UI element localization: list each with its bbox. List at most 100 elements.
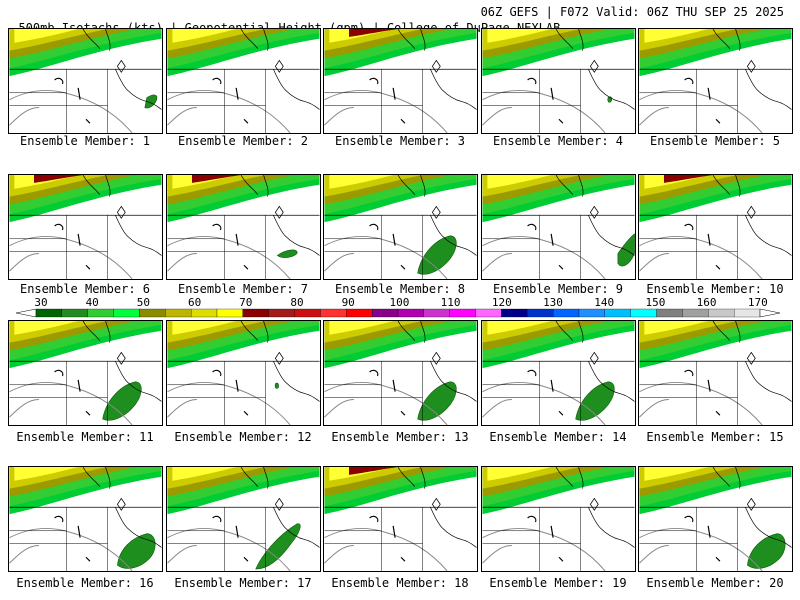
state-boundaries <box>324 215 423 279</box>
colorbar-segment <box>346 308 373 318</box>
northern-coast <box>240 321 269 343</box>
ensemble-member-label: Ensemble Member: 19 <box>489 576 627 590</box>
state-boundaries <box>324 361 423 425</box>
ensemble-member-label: Ensemble Member: 18 <box>331 576 469 590</box>
ensemble-member-map <box>481 174 636 280</box>
jet-core <box>191 175 242 183</box>
lake <box>715 556 721 562</box>
colorbar-segment <box>449 308 476 318</box>
colorbar-segment <box>733 308 761 318</box>
island <box>116 205 126 219</box>
colorbar: 30 40 50 60 70 80 90 100 110 120 130 140 150 160 170 <box>15 298 781 318</box>
height-contour <box>9 235 133 279</box>
height-contour <box>9 107 39 126</box>
colorbar-segment <box>527 308 554 318</box>
lake <box>550 233 554 246</box>
colorbar-segment <box>190 308 218 318</box>
jet-band-80kt <box>329 321 394 335</box>
northern-coast <box>555 321 584 343</box>
island <box>431 205 441 219</box>
jet-band-80kt <box>487 175 552 189</box>
northern-coast <box>712 467 741 489</box>
height-contour <box>9 399 39 418</box>
state-boundaries <box>482 361 581 425</box>
height-contour <box>324 527 448 571</box>
map-svg <box>167 29 320 133</box>
state-boundaries <box>9 215 108 279</box>
lake <box>558 118 564 124</box>
height-contour <box>639 381 763 425</box>
lake <box>243 118 249 124</box>
map-svg <box>9 321 162 425</box>
map-svg <box>639 29 792 133</box>
lake <box>369 515 379 523</box>
lake <box>715 264 721 270</box>
jet-band-80kt <box>644 321 709 335</box>
ensemble-member-map <box>166 466 321 572</box>
lake <box>392 87 396 100</box>
height-contour <box>324 545 354 564</box>
lake <box>400 556 406 562</box>
map-svg <box>482 467 635 571</box>
island <box>431 351 441 365</box>
jet-band-80kt <box>172 321 237 335</box>
coastline <box>273 69 320 110</box>
wind-speed-blob <box>417 381 457 421</box>
lake <box>369 369 379 377</box>
jet-band-80kt <box>172 29 237 43</box>
northern-coast <box>712 29 741 51</box>
colorbar-tick-label: 40 <box>86 298 99 309</box>
northern-coast <box>82 321 111 343</box>
northern-coast <box>240 175 269 197</box>
colorbar-segment <box>113 308 140 318</box>
ensemble-member-label: Ensemble Member: 14 <box>489 430 627 444</box>
lake <box>684 223 694 231</box>
map-svg <box>482 175 635 279</box>
ensemble-member-map <box>481 28 636 134</box>
island <box>431 59 441 73</box>
state-boundaries <box>324 507 423 571</box>
ensemble-member-label: Ensemble Member: 15 <box>646 430 784 444</box>
lake <box>212 223 222 231</box>
island <box>746 497 756 511</box>
jet-band-80kt <box>14 321 79 335</box>
state-boundaries <box>167 215 266 279</box>
colorbar-segment <box>242 308 269 318</box>
state-boundaries <box>639 215 738 279</box>
colorbar-segment <box>268 308 295 318</box>
height-contour <box>639 527 763 571</box>
lake <box>235 379 239 392</box>
lake <box>715 118 721 124</box>
jet-band-80kt <box>329 29 394 43</box>
height-contour <box>167 235 291 279</box>
colorbar-segment <box>61 308 88 318</box>
island <box>274 497 284 511</box>
coastline <box>273 215 320 256</box>
colorbar-arrow-right <box>759 308 781 318</box>
colorbar-tick-label: 130 <box>543 298 563 309</box>
map-svg <box>167 321 320 425</box>
coastline <box>588 215 635 256</box>
colorbar-tick-label: 170 <box>748 298 768 309</box>
wind-speed-blob <box>117 533 156 569</box>
map-svg <box>324 321 477 425</box>
colorbar-tick-label: 160 <box>697 298 717 309</box>
state-boundaries <box>167 361 266 425</box>
state-boundaries <box>9 69 108 133</box>
ensemble-member-label: Ensemble Member: 8 <box>334 282 466 296</box>
state-boundaries <box>167 69 266 133</box>
island <box>589 59 599 73</box>
island <box>431 497 441 511</box>
lake <box>54 515 64 523</box>
island <box>746 59 756 73</box>
colorbar-tick-label: 100 <box>389 298 409 309</box>
map-svg <box>639 467 792 571</box>
coastline <box>273 361 320 402</box>
colorbar-segment <box>552 308 580 318</box>
lake <box>77 233 81 246</box>
colorbar-tick-label: 50 <box>137 298 150 309</box>
colorbar-segment <box>578 308 606 318</box>
height-contour <box>639 107 669 126</box>
lake <box>558 410 564 416</box>
lake <box>212 515 222 523</box>
